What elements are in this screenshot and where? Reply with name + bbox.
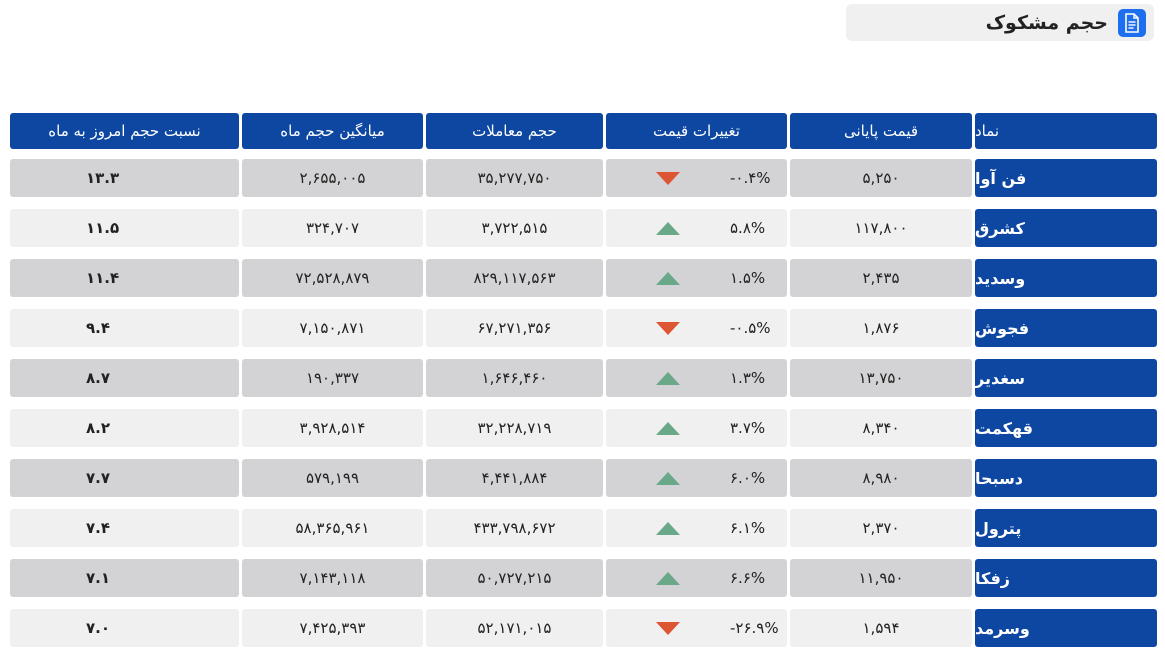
arrow-up-icon	[656, 571, 680, 585]
cell-symbol[interactable]: فجوش	[975, 309, 1157, 347]
page-title-box: حجم مشکوک	[846, 4, 1154, 41]
cell-ratio: ۱۱.۵	[10, 209, 239, 247]
cell-close-price: ۵,۲۵۰	[790, 159, 972, 197]
cell-symbol[interactable]: سغدیر	[975, 359, 1157, 397]
cell-avg-month-volume: ۷,۱۴۳,۱۱۸	[242, 559, 423, 597]
cell-close-price: ۱,۵۹۴	[790, 609, 972, 647]
arrow-up-icon	[656, 521, 680, 535]
price-change-value: ۶.۱%	[730, 519, 766, 537]
cell-ratio: ۱۳.۳	[10, 159, 239, 197]
cell-close-price: ۱,۸۷۶	[790, 309, 972, 347]
arrow-down-icon	[656, 621, 680, 635]
cell-volume: ۵۲,۱۷۱,۰۱۵	[426, 609, 603, 647]
price-change-value: ۱.۳%	[730, 369, 766, 387]
cell-volume: ۵۰,۷۲۷,۲۱۵	[426, 559, 603, 597]
header-symbol[interactable]: نماد	[975, 113, 1157, 149]
cell-symbol[interactable]: فن آوا	[975, 159, 1157, 197]
cell-price-change: ۳.۷%	[606, 409, 787, 447]
cell-volume: ۸۲۹,۱۱۷,۵۶۳	[426, 259, 603, 297]
cell-close-price: ۲,۴۳۵	[790, 259, 972, 297]
header-price-change[interactable]: تغییرات قیمت	[606, 113, 787, 149]
cell-volume: ۶۷,۲۷۱,۳۵۶	[426, 309, 603, 347]
price-change-value: ۳.۷%	[730, 419, 766, 437]
cell-close-price: ۲,۳۷۰	[790, 509, 972, 547]
cell-volume: ۴,۴۴۱,۸۸۴	[426, 459, 603, 497]
cell-ratio: ۹.۴	[10, 309, 239, 347]
cell-avg-month-volume: ۵۸,۳۶۵,۹۶۱	[242, 509, 423, 547]
cell-avg-month-volume: ۷۲,۵۲۸,۸۷۹	[242, 259, 423, 297]
cell-close-price: ۱۱۷,۸۰۰	[790, 209, 972, 247]
arrow-down-icon	[656, 171, 680, 185]
cell-symbol[interactable]: کشرق	[975, 209, 1157, 247]
header-volume[interactable]: حجم معاملات	[426, 113, 603, 149]
cell-price-change: ۶.۰%	[606, 459, 787, 497]
cell-avg-month-volume: ۷,۴۲۵,۳۹۳	[242, 609, 423, 647]
arrow-up-icon	[656, 271, 680, 285]
price-change-value: -۰.۴%	[730, 169, 771, 187]
cell-volume: ۱,۶۴۶,۴۶۰	[426, 359, 603, 397]
price-change-value: ۱.۵%	[730, 269, 766, 287]
cell-volume: ۳۲,۲۲۸,۷۱۹	[426, 409, 603, 447]
cell-price-change: ۱.۳%	[606, 359, 787, 397]
cell-avg-month-volume: ۱۹۰,۳۳۷	[242, 359, 423, 397]
price-change-value: -۲۶.۹%	[730, 619, 779, 637]
cell-price-change: -۰.۴%	[606, 159, 787, 197]
cell-close-price: ۸,۳۴۰	[790, 409, 972, 447]
cell-price-change: ۶.۱%	[606, 509, 787, 547]
arrow-up-icon	[656, 471, 680, 485]
header-avg-month-volume[interactable]: میانگین حجم ماه	[242, 113, 423, 149]
cell-close-price: ۱۱,۹۵۰	[790, 559, 972, 597]
cell-price-change: -۰.۵%	[606, 309, 787, 347]
page-title: حجم مشکوک	[985, 11, 1108, 34]
cell-symbol[interactable]: قهکمت	[975, 409, 1157, 447]
cell-avg-month-volume: ۵۷۹,۱۹۹	[242, 459, 423, 497]
cell-price-change: ۵.۸%	[606, 209, 787, 247]
arrow-up-icon	[656, 371, 680, 385]
cell-symbol[interactable]: وسرمد	[975, 609, 1157, 647]
arrow-up-icon	[656, 421, 680, 435]
header-close-price[interactable]: قیمت پایانی	[790, 113, 972, 149]
cell-close-price: ۱۳,۷۵۰	[790, 359, 972, 397]
cell-close-price: ۸,۹۸۰	[790, 459, 972, 497]
cell-avg-month-volume: ۳۲۴,۷۰۷	[242, 209, 423, 247]
price-change-value: -۰.۵%	[730, 319, 771, 337]
cell-ratio: ۷.۱	[10, 559, 239, 597]
cell-symbol[interactable]: پترول	[975, 509, 1157, 547]
header-ratio[interactable]: نسبت حجم امروز به ماه	[10, 113, 239, 149]
cell-ratio: ۷.۷	[10, 459, 239, 497]
cell-avg-month-volume: ۲,۶۵۵,۰۰۵	[242, 159, 423, 197]
suspicious-volume-table: نسبت حجم امروز به ماه میانگین حجم ماه حج…	[10, 113, 1157, 659]
cell-volume: ۳,۷۲۲,۵۱۵	[426, 209, 603, 247]
cell-ratio: ۸.۷	[10, 359, 239, 397]
cell-symbol[interactable]: زفکا	[975, 559, 1157, 597]
price-change-value: ۶.۰%	[730, 469, 766, 487]
cell-price-change: ۱.۵%	[606, 259, 787, 297]
cell-ratio: ۷.۰	[10, 609, 239, 647]
cell-avg-month-volume: ۳,۹۲۸,۵۱۴	[242, 409, 423, 447]
cell-symbol[interactable]: وسدید	[975, 259, 1157, 297]
price-change-value: ۶.۶%	[730, 569, 766, 587]
price-change-value: ۵.۸%	[730, 219, 766, 237]
cell-symbol[interactable]: دسبحا	[975, 459, 1157, 497]
arrow-down-icon	[656, 321, 680, 335]
document-icon	[1118, 8, 1146, 37]
cell-volume: ۴۳۳,۷۹۸,۶۷۲	[426, 509, 603, 547]
cell-ratio: ۱۱.۴	[10, 259, 239, 297]
cell-volume: ۳۵,۲۷۷,۷۵۰	[426, 159, 603, 197]
cell-ratio: ۸.۲	[10, 409, 239, 447]
cell-price-change: ۶.۶%	[606, 559, 787, 597]
cell-avg-month-volume: ۷,۱۵۰,۸۷۱	[242, 309, 423, 347]
cell-ratio: ۷.۴	[10, 509, 239, 547]
arrow-up-icon	[656, 221, 680, 235]
cell-price-change: -۲۶.۹%	[606, 609, 787, 647]
